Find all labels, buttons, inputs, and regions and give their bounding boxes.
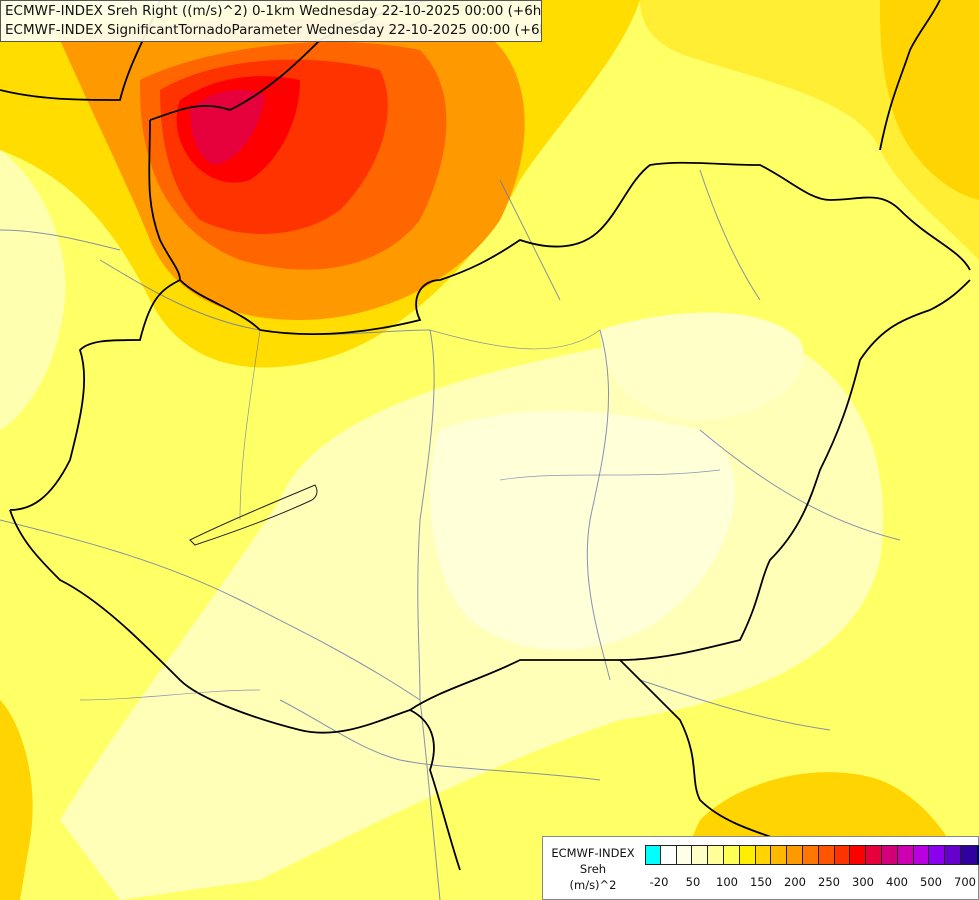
legend-variable: Sreh xyxy=(579,862,607,876)
lake-balaton xyxy=(189,484,318,546)
legend-swatch xyxy=(787,845,803,865)
legend-source: ECMWF-INDEX xyxy=(551,846,635,860)
legend-tick-label: -20 xyxy=(649,875,669,889)
legend-swatch xyxy=(771,845,788,865)
legend-tick-label: 400 xyxy=(886,875,908,889)
legend-tick-label: 200 xyxy=(784,875,806,889)
legend-tick-label: 100 xyxy=(716,875,738,889)
legend-tick-label: 250 xyxy=(818,875,840,889)
legend-swatch xyxy=(866,845,882,865)
map-title-box: ECMWF-INDEX Sreh Right ((m/s)^2) 0-1km W… xyxy=(0,0,542,42)
lowest-sreh-area xyxy=(430,411,735,650)
legend-swatch xyxy=(692,845,709,865)
legend-tick-label: 500 xyxy=(920,875,942,889)
legend-swatch xyxy=(881,845,898,865)
legend-unit: (m/s)^2 xyxy=(569,878,617,892)
country-borders xyxy=(0,0,971,871)
legend-tick-label: 300 xyxy=(852,875,874,889)
title-line-1: ECMWF-INDEX Sreh Right ((m/s)^2) 0-1km W… xyxy=(5,3,542,19)
legend-swatch xyxy=(723,845,740,865)
legend-label: ECMWF-INDEX Sreh (m/s)^2 xyxy=(545,845,641,893)
legend-swatch xyxy=(929,845,946,865)
legend-swatch xyxy=(708,845,724,865)
legend-swatch xyxy=(850,845,867,865)
color-legend: ECMWF-INDEX Sreh (m/s)^2 -20 50 100 150 200 2… xyxy=(542,836,979,900)
rivers xyxy=(0,169,901,900)
legend-swatch xyxy=(802,845,819,865)
legend-swatch xyxy=(676,845,693,865)
legend-swatch xyxy=(945,845,961,865)
regional-borders xyxy=(79,329,721,701)
legend-swatch xyxy=(660,845,677,865)
legend-swatch xyxy=(755,845,772,865)
legend-swatch xyxy=(818,845,835,865)
legend-tick-label: 50 xyxy=(685,875,701,889)
legend-swatch xyxy=(739,845,756,865)
legend-swatch xyxy=(913,845,930,865)
legend-swatch xyxy=(897,845,914,865)
legend-swatch xyxy=(645,845,661,865)
legend-swatches xyxy=(645,845,979,865)
title-line-2: ECMWF-INDEX SignificantTornadoParameter … xyxy=(5,22,542,38)
legend-swatch xyxy=(976,845,979,865)
legend-ticks: -20 50 100 150 200 250 300 400 500 700 xyxy=(645,875,976,891)
legend-tick-label: 150 xyxy=(750,875,772,889)
legend-swatch xyxy=(834,845,851,865)
legend-tick-label: 700 xyxy=(954,875,976,889)
legend-swatch xyxy=(960,845,977,865)
